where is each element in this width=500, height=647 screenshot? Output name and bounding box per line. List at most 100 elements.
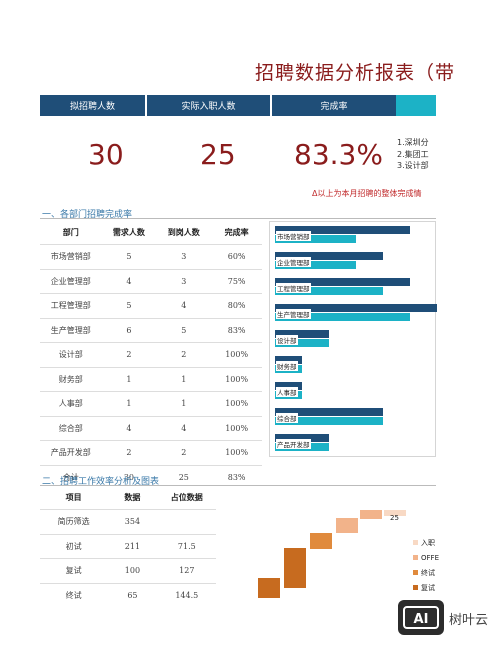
dept-name: 合计	[40, 464, 102, 489]
table-row: 初试 211 71.5	[40, 533, 216, 559]
bar-arrived	[275, 313, 410, 321]
bar-demand	[275, 304, 437, 312]
kpi-header-rate: 完成率	[272, 95, 396, 116]
table-row: 人事部 1 1 100%	[40, 391, 262, 416]
waterfall-bar	[310, 533, 332, 549]
completion-rate: 100%	[211, 391, 262, 416]
bar-arrived	[275, 235, 356, 243]
bar-label: 产品开发部	[276, 439, 311, 449]
dept-name: 市场营销部	[40, 244, 102, 269]
bar-arrived	[275, 287, 383, 295]
logo-letters: AI	[414, 612, 429, 627]
completion-rate: 83%	[211, 464, 262, 489]
table-row: 设计部 2 2 100%	[40, 342, 262, 367]
waterfall-bar	[284, 548, 306, 588]
col-placeholder: 占位数据	[170, 492, 203, 502]
demand-count: 2	[101, 342, 157, 367]
stage-name: 初试	[40, 533, 108, 559]
waterfall-data-label: 25	[390, 514, 399, 522]
dept-bar-chart: 市场营销部企业管理部工程管理部生产管理部设计部财务部人事部综合部产品开发部	[269, 221, 437, 457]
dept-table: 部门 需求人数 到岗人数 完成率 市场营销部 5 3 60% 企业管理部 4 3 75% 工程管…	[40, 220, 262, 489]
table-row: 综合部 4 4 100%	[40, 415, 262, 441]
kpi-planned-value: 30	[88, 138, 124, 171]
watermark-text: 树叶云	[449, 613, 489, 628]
bar-arrived	[275, 339, 329, 347]
col-item: 项目	[65, 492, 82, 502]
kpi-header-bar: 拟招聘人数 实际入职人数 完成率	[40, 95, 436, 116]
table-row: 市场营销部 5 3 60%	[40, 244, 262, 269]
bar-arrived	[275, 417, 383, 425]
dept-table-header: 部门 需求人数 到岗人数 完成率	[40, 220, 262, 245]
completion-rate: 80%	[211, 293, 262, 318]
bar-demand	[275, 226, 410, 234]
demand-count: 1	[101, 366, 157, 392]
col-demand: 需求人数	[112, 227, 145, 237]
table-row: 生产管理部 6 5 83%	[40, 317, 262, 343]
kpi-header-actual: 实际入职人数	[147, 95, 270, 116]
legend-label: OFFE	[421, 554, 439, 562]
note-3: 3.设计部	[397, 161, 429, 170]
kpi-header-extra	[396, 95, 436, 116]
bar-label: 企业管理部	[276, 257, 311, 267]
table-row: 产品开发部 2 2 100%	[40, 440, 262, 465]
arrived-count: 3	[156, 268, 212, 294]
arrived-count: 5	[156, 317, 212, 343]
demand-count: 2	[101, 440, 157, 465]
arrived-count: 2	[156, 440, 212, 465]
waterfall-bar	[258, 578, 280, 598]
note-2: 2.集团工	[397, 149, 429, 159]
arrived-count: 4	[156, 293, 212, 318]
completion-rate: 60%	[211, 244, 262, 269]
demand-count: 1	[101, 391, 157, 416]
completion-rate: 83%	[211, 317, 262, 343]
col-rate: 完成率	[224, 227, 249, 237]
bar-label: 市场营销部	[276, 231, 311, 241]
bar-demand	[275, 434, 329, 442]
bar-label: 人事部	[276, 387, 298, 397]
stage-count: 65	[107, 582, 158, 607]
bar-label: 设计部	[276, 335, 298, 345]
table-row: 财务部 1 1 100%	[40, 366, 262, 392]
demand-count: 4	[101, 415, 157, 441]
arrived-count: 2	[156, 342, 212, 367]
kpi-header-planned: 拟招聘人数	[40, 95, 145, 116]
arrived-count: 4	[156, 415, 212, 441]
legend-label: 入职	[421, 539, 435, 547]
arrived-count: 1	[156, 366, 212, 392]
col-dept: 部门	[62, 227, 79, 237]
bar-arrived	[275, 261, 356, 269]
stage-name: 简历筛选	[40, 509, 108, 534]
legend-label: 复试	[421, 583, 435, 592]
completion-rate: 100%	[211, 366, 262, 392]
efficiency-table: 项目 数据 占位数据 简历筛选 354 初试 211 71.5 复试 100 127 终试 65 1…	[40, 485, 216, 607]
bar-label: 财务部	[276, 361, 298, 371]
table-row: 合计 30 25 83%	[40, 464, 262, 489]
waterfall-bar	[384, 510, 406, 516]
section2-divider	[40, 485, 436, 486]
dept-name: 设计部	[40, 342, 102, 367]
table-row: 终试 65 144.5	[40, 582, 216, 607]
col-arrived: 到岗人数	[167, 227, 200, 237]
placeholder-value: 127	[157, 558, 216, 583]
section1-title: 一、各部门招聘完成率	[42, 210, 133, 220]
demand-count: 4	[101, 268, 157, 294]
bar-demand	[275, 278, 410, 286]
bar-demand	[275, 356, 302, 364]
placeholder-value: 71.5	[157, 533, 216, 559]
placeholder-value: 144.5	[157, 582, 216, 607]
table-row: 复试 100 127	[40, 558, 216, 583]
legend-swatch	[413, 555, 418, 560]
dept-name: 生产管理部	[40, 317, 102, 343]
waterfall-bar	[336, 518, 358, 533]
completion-rate: 100%	[211, 342, 262, 367]
demand-count: 30	[101, 464, 157, 489]
bar-label: 综合部	[276, 413, 298, 423]
waterfall-bar	[360, 510, 382, 519]
ai-logo-icon: AI	[398, 600, 444, 635]
bar-label: 生产管理部	[276, 309, 311, 319]
dept-name: 综合部	[40, 415, 102, 441]
bar-label: 工程管理部	[276, 283, 311, 293]
dept-name: 工程管理部	[40, 293, 102, 318]
dept-name: 产品开发部	[40, 440, 102, 465]
